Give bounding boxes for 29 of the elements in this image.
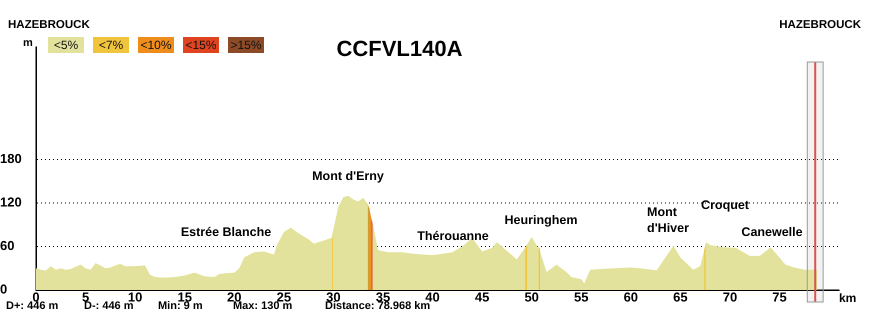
- text: HAZEBROUCK: [779, 19, 861, 31]
- annotation: Mont d'Hiver: [647, 204, 689, 236]
- y-tick-label: 120: [0, 194, 22, 210]
- x-axis-title: km: [839, 291, 856, 305]
- y-axis-title: m: [23, 37, 33, 49]
- x-tick-label: 45: [474, 289, 490, 304]
- y-tick-label: 180: [0, 151, 22, 166]
- text: Min: 9 m: [158, 300, 203, 312]
- annotation: Mont d'Erny: [312, 168, 384, 184]
- annotation: Heuringhem: [504, 212, 578, 228]
- annotation: Thérouanne: [417, 228, 489, 244]
- text: <15%: [183, 37, 219, 53]
- x-tick-label: 60: [624, 289, 638, 304]
- x-tick-label: 75: [772, 289, 787, 304]
- x-tick-label: 50: [524, 289, 539, 304]
- text: HAZEBROUCK: [8, 19, 90, 31]
- x-tick-label: 70: [722, 289, 738, 304]
- text: <5%: [48, 37, 84, 53]
- chart-title: CCFVL140A: [336, 36, 462, 61]
- y-tick-label: 60: [0, 238, 14, 254]
- x-tick-label: 65: [673, 289, 688, 304]
- annotation: Croquet: [701, 197, 749, 213]
- x-tick-label: 40: [425, 289, 440, 304]
- annotation: Estrée Blanche: [180, 224, 272, 240]
- annotation: Canewelle: [741, 224, 803, 240]
- text: <7%: [93, 37, 129, 53]
- text: >15%: [228, 37, 264, 53]
- text: <10%: [138, 37, 174, 53]
- x-tick-label: 55: [574, 289, 588, 304]
